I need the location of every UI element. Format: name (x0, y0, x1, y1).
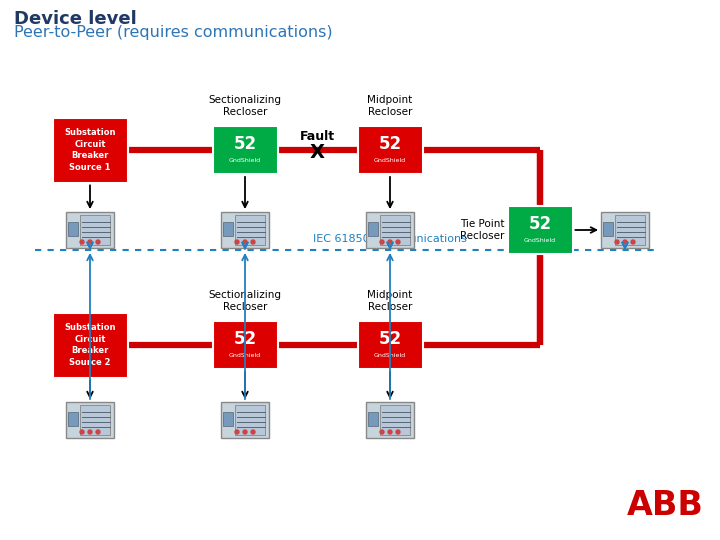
Circle shape (96, 430, 100, 434)
Circle shape (380, 240, 384, 244)
FancyBboxPatch shape (358, 321, 423, 369)
Text: Sectionalizing
Recloser: Sectionalizing Recloser (209, 95, 282, 117)
FancyBboxPatch shape (366, 402, 414, 438)
Text: IEC 61850 Communications: IEC 61850 Communications (313, 234, 467, 244)
Text: ABB: ABB (627, 489, 704, 522)
FancyBboxPatch shape (368, 222, 378, 236)
Circle shape (388, 430, 392, 434)
Text: 52: 52 (233, 330, 256, 348)
FancyBboxPatch shape (53, 118, 127, 183)
FancyBboxPatch shape (368, 412, 378, 426)
Text: Midpoint
Recloser: Midpoint Recloser (367, 290, 413, 312)
Text: Fault: Fault (300, 130, 335, 143)
Text: GndShield: GndShield (524, 238, 556, 243)
Circle shape (380, 430, 384, 434)
Text: Tie Point
Recloser: Tie Point Recloser (460, 219, 504, 241)
Circle shape (80, 240, 84, 244)
Circle shape (243, 430, 247, 434)
FancyBboxPatch shape (80, 215, 110, 245)
Circle shape (251, 240, 255, 244)
Circle shape (235, 240, 239, 244)
FancyBboxPatch shape (380, 215, 410, 245)
FancyBboxPatch shape (53, 313, 127, 377)
FancyBboxPatch shape (380, 405, 410, 435)
FancyBboxPatch shape (508, 206, 572, 254)
Text: GndShield: GndShield (374, 353, 406, 358)
Text: X: X (310, 143, 325, 161)
Circle shape (615, 240, 619, 244)
Circle shape (88, 240, 92, 244)
Text: Sectionalizing
Recloser: Sectionalizing Recloser (209, 290, 282, 312)
FancyBboxPatch shape (66, 402, 114, 438)
FancyBboxPatch shape (221, 402, 269, 438)
Text: Substation
Circuit
Breaker
Source 1: Substation Circuit Breaker Source 1 (64, 128, 116, 172)
FancyBboxPatch shape (223, 222, 233, 236)
FancyBboxPatch shape (221, 212, 269, 248)
Text: GndShield: GndShield (229, 353, 261, 358)
FancyBboxPatch shape (212, 321, 277, 369)
FancyBboxPatch shape (235, 405, 265, 435)
FancyBboxPatch shape (80, 405, 110, 435)
FancyBboxPatch shape (358, 126, 423, 174)
Circle shape (623, 240, 627, 244)
FancyBboxPatch shape (68, 222, 78, 236)
FancyBboxPatch shape (66, 212, 114, 248)
FancyBboxPatch shape (235, 215, 265, 245)
Circle shape (396, 430, 400, 434)
FancyBboxPatch shape (223, 412, 233, 426)
Circle shape (80, 430, 84, 434)
Circle shape (96, 240, 100, 244)
Circle shape (396, 240, 400, 244)
Text: GndShield: GndShield (229, 158, 261, 163)
Text: 52: 52 (379, 330, 402, 348)
Text: Substation
Circuit
Breaker
Source 2: Substation Circuit Breaker Source 2 (64, 323, 116, 367)
Text: Midpoint
Recloser: Midpoint Recloser (367, 95, 413, 117)
FancyBboxPatch shape (366, 212, 414, 248)
FancyBboxPatch shape (603, 222, 613, 236)
Circle shape (235, 430, 239, 434)
Text: 52: 52 (379, 135, 402, 153)
Text: Device level: Device level (14, 10, 137, 28)
FancyBboxPatch shape (615, 215, 645, 245)
Text: Peer-to-Peer (requires communications): Peer-to-Peer (requires communications) (14, 25, 333, 40)
Circle shape (243, 240, 247, 244)
Text: GndShield: GndShield (374, 158, 406, 163)
FancyBboxPatch shape (212, 126, 277, 174)
Circle shape (88, 430, 92, 434)
FancyBboxPatch shape (601, 212, 649, 248)
Circle shape (631, 240, 635, 244)
FancyBboxPatch shape (68, 412, 78, 426)
Circle shape (251, 430, 255, 434)
Circle shape (388, 240, 392, 244)
Text: 52: 52 (528, 215, 552, 233)
Text: 52: 52 (233, 135, 256, 153)
